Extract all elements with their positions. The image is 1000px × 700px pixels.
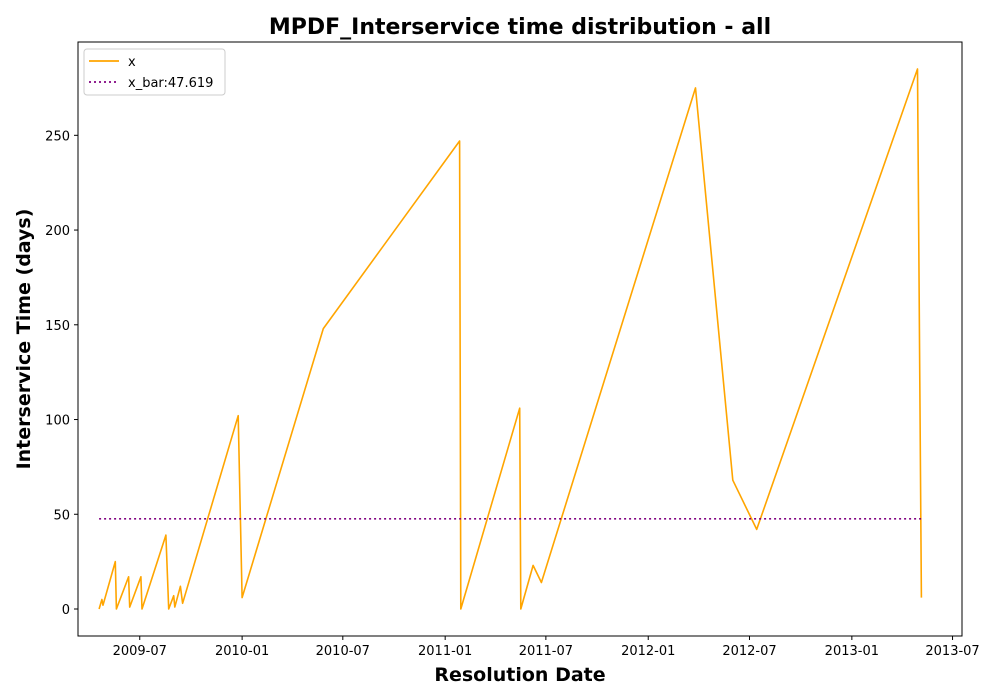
x-tick-label: 2011-01: [418, 644, 472, 659]
x-tick-label: 2011-07: [519, 644, 573, 659]
y-axis: 0 50 100 150 200 250: [45, 129, 78, 618]
y-tick-label: 250: [45, 129, 70, 144]
x-axis: 2009-07 2010-01 2010-07 2011-01 2011-07 2012-…: [113, 636, 980, 659]
series-line-x: [98, 68, 923, 610]
x-tick-label: 2013-01: [825, 644, 879, 659]
y-tick-label: 100: [45, 414, 70, 429]
legend: x x_bar:47.619: [83, 48, 226, 96]
y-tick-label: 150: [45, 319, 70, 334]
x-tick-label: 2010-07: [316, 644, 370, 659]
chart-title: MPDF_Interservice time distribution - al…: [269, 15, 771, 40]
x-tick-label: 2010-01: [215, 644, 269, 659]
x-tick-label: 2013-07: [925, 644, 979, 659]
y-tick-label: 200: [45, 224, 70, 239]
legend-label-x-bar: x_bar:47.619: [128, 76, 213, 91]
y-tick-label: 50: [53, 508, 70, 523]
y-axis-label: Interservice Time (days): [13, 209, 35, 470]
x-tick-label: 2012-01: [621, 644, 675, 659]
plot-lines: [98, 68, 923, 610]
plot-area-frame: [77, 41, 963, 637]
x-axis-label: Resolution Date: [434, 664, 605, 686]
y-tick-label: 0: [62, 603, 70, 618]
x-tick-label: 2009-07: [113, 644, 167, 659]
legend-box: [83, 48, 226, 96]
legend-label-x: x: [128, 55, 136, 70]
x-tick-label: 2012-07: [722, 644, 776, 659]
